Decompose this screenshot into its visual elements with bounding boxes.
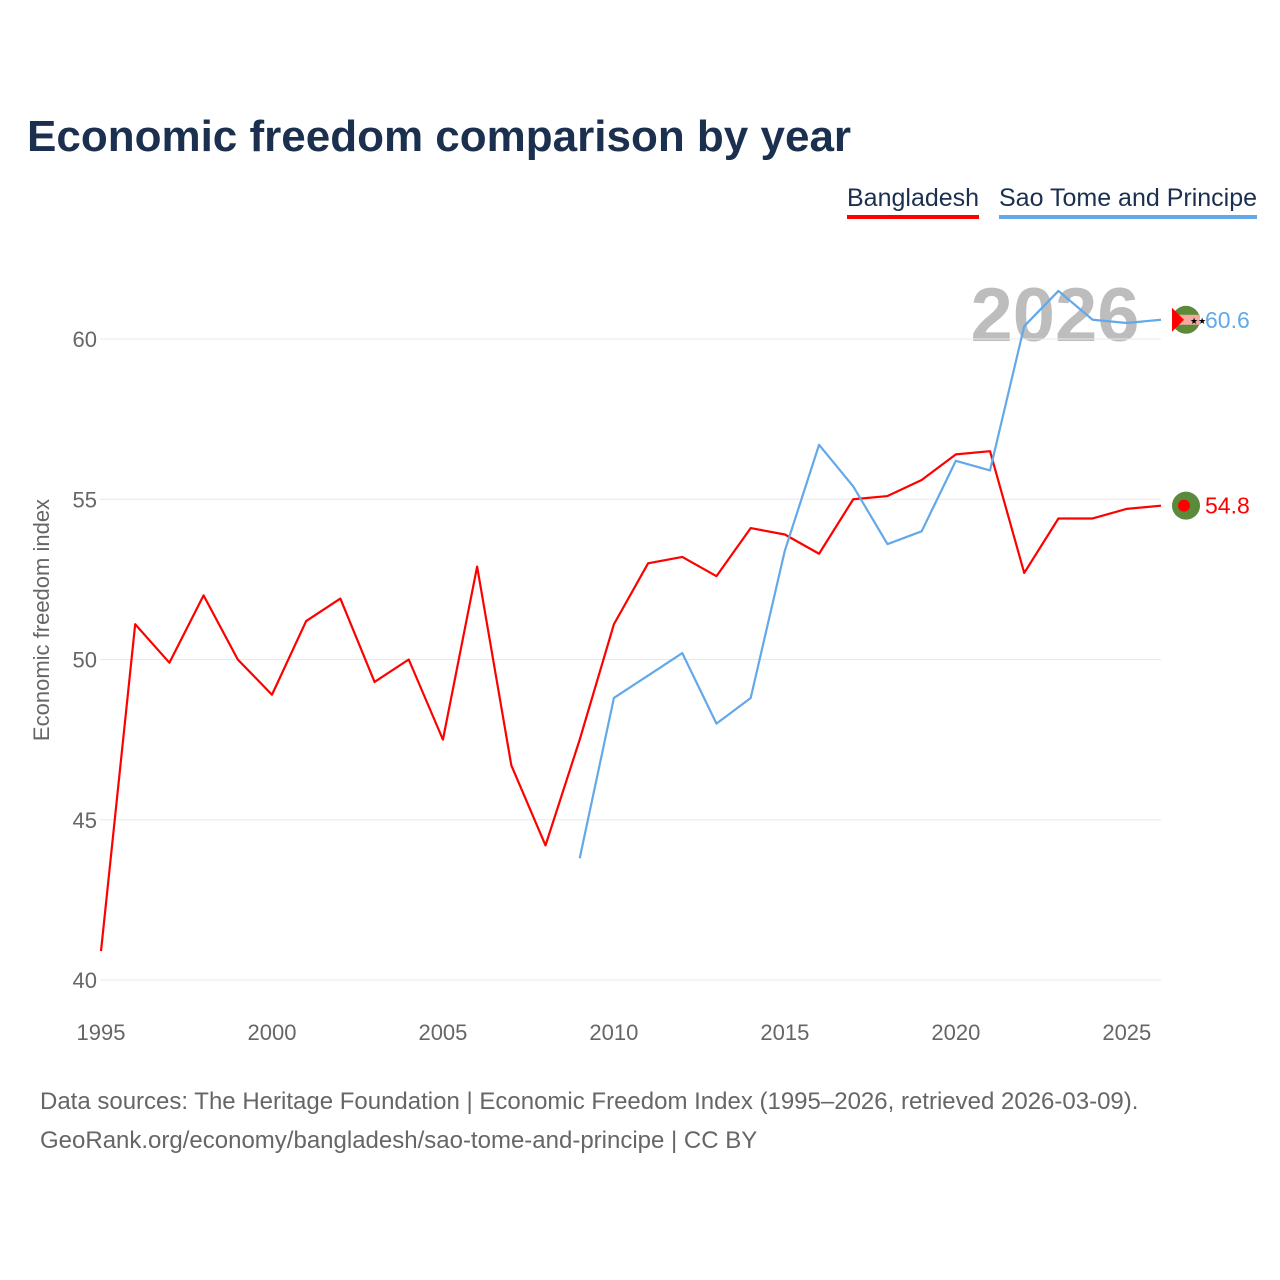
x-tick-label: 2020 [931, 1020, 980, 1045]
x-tick-label: 2015 [760, 1020, 809, 1045]
series-line-sao-tome [578, 289, 1162, 859]
series-line-bangladesh [99, 450, 1162, 952]
y-tick-label: 45 [73, 808, 97, 833]
end-value-label: 60.6 [1205, 307, 1250, 333]
x-tick-label: 2000 [247, 1020, 296, 1045]
y-tick-label: 60 [73, 327, 97, 352]
flag-triangle [1172, 307, 1184, 332]
flag-disc [1178, 499, 1190, 512]
x-tick-label: 2010 [589, 1020, 638, 1045]
y-tick-label: 40 [73, 968, 97, 993]
x-tick-label: 1995 [77, 1020, 126, 1045]
legend-bangladesh[interactable]: Bangladesh [847, 184, 980, 219]
flag-stars: ★★ [1190, 316, 1206, 326]
flag-stripe [1172, 314, 1200, 325]
legend-sao-tome[interactable]: Sao Tome and Principe [999, 184, 1258, 219]
footer-credit: GeoRank.org/economy/bangladesh/sao-tome-… [40, 1127, 758, 1154]
x-tick-label: 2025 [1102, 1020, 1151, 1045]
chart-title: Economic freedom comparison by year [27, 112, 852, 161]
year-watermark: 2026 [970, 273, 1139, 358]
y-tick-label: 55 [73, 487, 97, 512]
x-tick-label: 2005 [418, 1020, 467, 1045]
y-tick-label: 50 [73, 648, 97, 673]
footer-sources: Data sources: The Heritage Foundation | … [40, 1088, 1139, 1115]
end-value-label: 54.8 [1205, 493, 1250, 519]
